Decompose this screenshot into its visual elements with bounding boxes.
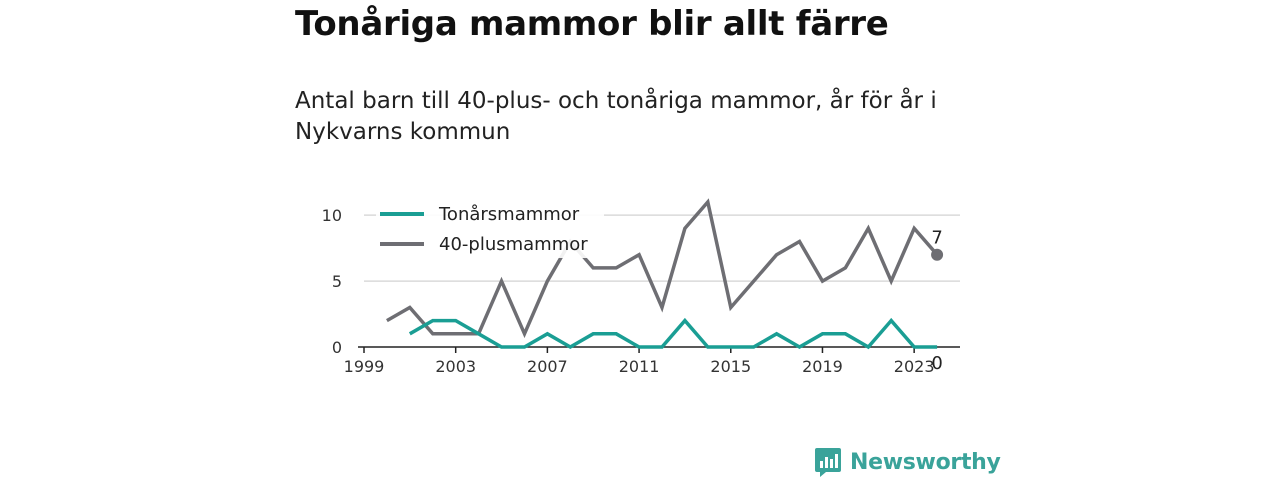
legend-item: Tonårsmammor [376,202,604,228]
teen-end-label: 0 [931,353,942,374]
legend-label: Tonårsmammor [438,204,580,225]
x-tick: 2003 [435,347,476,376]
x-tick-label: 1999 [344,357,385,376]
x-tick: 2007 [527,347,568,376]
brand: Newsworthy [814,446,1001,478]
legend: Tonårsmammor 40-plusmammor [376,202,604,258]
x-axis: 1999 2003 2007 2011 2015 2019 2023 [344,346,960,376]
chart-title: Tonåriga mammor blir allt färre [295,4,889,44]
chart-subtitle: Antal barn till 40-plus- och tonåriga ma… [295,88,937,145]
y-tick: 10 [322,206,342,225]
x-tick-label: 2015 [710,357,751,376]
legend-item: 40-plusmammor [376,232,604,258]
x-tick: 2019 [802,347,843,376]
end-labels: 70 [931,228,944,374]
brand-name: Newsworthy [850,449,1001,475]
x-tick: 2011 [619,347,660,376]
x-tick-label: 2003 [435,357,476,376]
x-tick-label: 2007 [527,357,568,376]
legend-label: 40-plusmammor [439,234,588,255]
forty-plus-end-label: 7 [931,228,942,249]
x-tick: 2023 [894,347,935,376]
forty-plus-end-marker [931,248,944,261]
x-tick: 2015 [710,347,751,376]
x-tick: 1999 [344,347,385,376]
series-lines [386,198,939,350]
teen-mothers-line [408,317,938,350]
y-tick: 5 [332,272,342,291]
x-tick-label: 2023 [894,357,935,376]
y-tick-label: 10 [322,206,342,225]
y-tick: 0 [332,338,342,357]
bar-chart-logo-icon [815,448,841,477]
y-axis: 0 5 10 [322,206,342,357]
x-tick-label: 2019 [802,357,843,376]
y-tick-label: 0 [332,338,342,357]
x-tick-label: 2011 [619,357,660,376]
y-tick-label: 5 [332,272,342,291]
